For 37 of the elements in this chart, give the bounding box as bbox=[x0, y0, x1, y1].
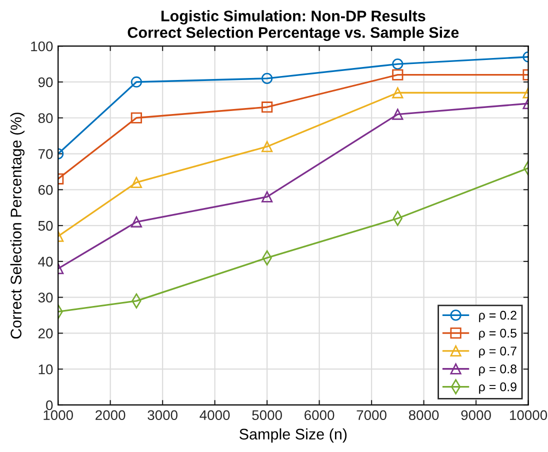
x-tick-label: 2000 bbox=[96, 410, 126, 420]
legend-label: ρ = 0.8 bbox=[479, 364, 516, 376]
x-tick-label: 5000 bbox=[252, 410, 282, 420]
y-tick-label: 90 bbox=[38, 77, 53, 88]
y-tick-label: 30 bbox=[38, 292, 53, 302]
y-tick-label: 10 bbox=[38, 364, 53, 374]
point bbox=[392, 58, 404, 70]
legend-label: ρ = 0.7 bbox=[479, 346, 516, 358]
chart-title: Logistic Simulation: Non-DP Results Correct Selection Percentage vs. Sample Size bbox=[128, 10, 459, 42]
point bbox=[262, 72, 273, 84]
point bbox=[392, 108, 404, 120]
y-tick-label: 20 bbox=[38, 328, 53, 338]
y-tick-label: 40 bbox=[38, 256, 53, 267]
y-tick-label: 80 bbox=[38, 113, 53, 124]
y-tick-label: 50 bbox=[38, 220, 53, 231]
x-tick-label: 10000 bbox=[510, 410, 548, 420]
x-tick-label: 4000 bbox=[200, 410, 230, 420]
y-tick-label: 60 bbox=[38, 184, 53, 195]
x-tick-label: 9000 bbox=[461, 410, 491, 420]
x-tick-label: 6000 bbox=[304, 410, 334, 420]
x-tick-label: 8000 bbox=[408, 410, 439, 420]
point bbox=[262, 141, 273, 152]
point bbox=[262, 191, 273, 202]
point bbox=[262, 102, 273, 113]
y-tick-label: 70 bbox=[38, 149, 53, 159]
x-tick-label: 3000 bbox=[148, 410, 178, 420]
point bbox=[392, 87, 404, 98]
y-axis-title: Correct Selection Percentage (%) bbox=[10, 112, 24, 339]
y-tick-label: 100 bbox=[31, 41, 53, 52]
legend-label: ρ = 0.9 bbox=[479, 382, 516, 394]
legend-label: ρ = 0.5 bbox=[479, 328, 516, 340]
x-tick-label: 7000 bbox=[356, 410, 386, 420]
point bbox=[392, 69, 404, 80]
x-axis-title: Sample Size (n) bbox=[240, 428, 347, 443]
legend-label: ρ = 0.2 bbox=[479, 310, 516, 322]
y-tick-label: 0 bbox=[46, 400, 53, 410]
x-tick-label: 1000 bbox=[44, 410, 73, 420]
